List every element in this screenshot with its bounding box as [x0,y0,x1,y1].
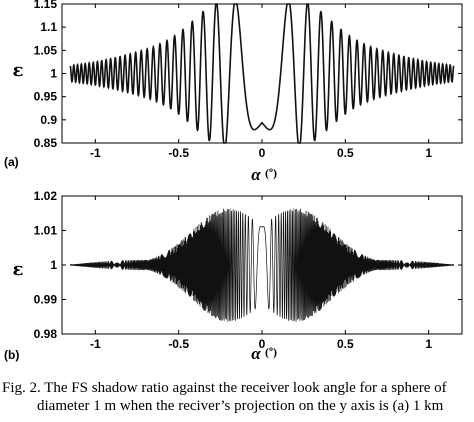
x-tick-label: 1 [425,337,432,351]
y-tick-label: 0.95 [34,90,58,104]
x-tick-label: 0 [259,337,266,351]
series-line [70,208,454,322]
y-tick-label: 1 [50,258,57,272]
y-axis-label: ε [13,60,24,81]
y-tick-label: 1.01 [34,224,58,238]
x-tick-label: 1 [425,146,432,160]
chart-panel-b: -1 -0.5 0 0.5 1 0.98 0.99 1 1.01 1.02 ε α (º) (b) [4,189,463,363]
y-tick-label: 0.99 [34,293,58,307]
x-tick-label: 0.5 [337,146,354,160]
y-tick-label: 1 [50,67,57,81]
x-axis-unit: (º) [265,345,277,359]
figure-caption: Fig. 2. The FS shadow ratio against the … [0,379,474,415]
series-line [69,3,455,144]
x-tick-label: -1 [90,337,101,351]
y-axis-label: ε [13,259,24,280]
x-axis-unit: (º) [265,166,277,180]
y-tick-label: 0.85 [34,136,58,150]
x-tick-label: -1 [90,146,101,160]
chart-panel-a: -1 -0.5 0 0.5 1 0.85 0.9 0.95 1 1.05 1.1 1.15 ε α (º) (… [4,0,463,184]
x-tick-label: -0.5 [168,337,189,351]
y-tick-label: 1.1 [40,20,57,34]
y-tick-label: 0.98 [34,327,58,341]
panel-label: (a) [4,155,19,169]
x-tick-label: 0 [259,146,266,160]
figure: -1 -0.5 0 0.5 1 0.85 0.9 0.95 1 1.05 1.1 1.15 ε α (º) (… [4,0,463,363]
y-tick-label: 1.05 [34,43,58,57]
x-tick-label: 0.5 [337,337,354,351]
caption-line-1: Fig. 2. The FS shadow ratio against the … [2,380,447,396]
y-tick-label: 1.15 [34,0,58,11]
panel-label: (b) [4,348,19,362]
y-tick-label: 0.9 [40,113,57,127]
y-tick-label: 1.02 [34,189,58,203]
caption-line-2: diameter 1 m when the reciver’s projecti… [37,398,444,414]
x-tick-label: -0.5 [168,146,189,160]
x-axis-label: α [251,165,261,184]
x-axis-label: α [251,344,261,363]
